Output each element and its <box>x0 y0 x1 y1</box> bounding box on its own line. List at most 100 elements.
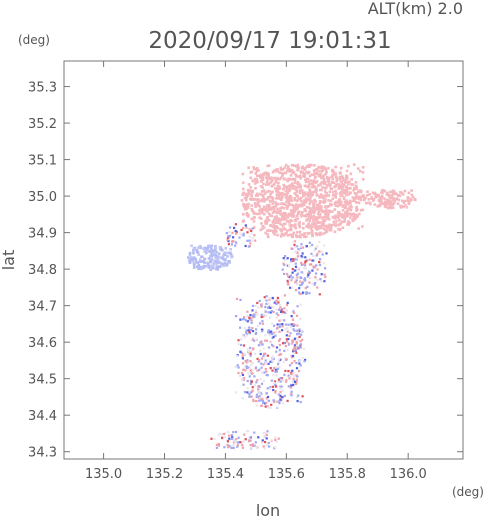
echo-cell <box>380 196 383 199</box>
echo-cell <box>276 177 279 181</box>
echo-cell <box>338 176 342 179</box>
echo-cell <box>292 377 295 380</box>
echo-cell <box>264 334 267 337</box>
echo-cell <box>231 435 234 438</box>
echo-cell <box>241 373 244 376</box>
echo-cell <box>321 220 325 223</box>
echo-cell <box>318 262 321 265</box>
echo-cell <box>308 197 312 201</box>
echo-cell <box>280 218 284 221</box>
echo-cell <box>305 291 308 294</box>
echo-cell <box>345 190 349 194</box>
echo-cell <box>225 232 228 235</box>
echo-cell <box>223 259 227 262</box>
echo-cell <box>391 196 395 200</box>
echo-cell <box>324 267 327 270</box>
echo-cell <box>255 381 258 384</box>
echo-cell <box>249 436 252 439</box>
echo-cell <box>285 200 288 203</box>
echo-cell <box>188 251 192 255</box>
echo-cell <box>330 223 333 227</box>
echo-cell <box>261 330 264 333</box>
echo-cell <box>217 433 220 437</box>
echo-cell <box>248 375 251 378</box>
echo-cell <box>226 443 229 446</box>
y-tick-label: 34.6 <box>28 336 57 351</box>
echo-cell <box>198 260 202 264</box>
echo-cell <box>273 218 276 221</box>
echo-cell <box>289 226 293 229</box>
echo-cell <box>250 380 253 383</box>
echo-cell <box>272 169 276 172</box>
echo-cell <box>261 225 264 228</box>
echo-cell <box>264 359 267 362</box>
echo-cell <box>275 302 278 306</box>
x-unit-label: (deg) <box>452 485 484 499</box>
echo-cell <box>270 180 274 183</box>
echo-cell <box>351 196 355 199</box>
echo-cell <box>343 180 347 184</box>
echo-cell <box>277 185 281 188</box>
echo-cell <box>379 201 383 204</box>
echo-cell <box>285 303 289 307</box>
echo-cell <box>319 280 322 283</box>
echo-cell <box>242 440 245 443</box>
echo-cell <box>290 219 293 223</box>
echo-cell <box>295 235 298 239</box>
echo-cell <box>241 397 244 400</box>
echo-cell <box>316 184 320 187</box>
echo-cell <box>210 247 213 251</box>
echo-cell <box>288 188 292 191</box>
echo-cell <box>320 170 324 173</box>
echo-cell <box>304 215 308 218</box>
echo-cell <box>286 399 289 402</box>
echo-cell <box>277 202 280 206</box>
echo-cell <box>286 205 290 208</box>
echo-cell <box>237 366 240 369</box>
echo-cell <box>256 200 260 203</box>
echo-cell <box>278 308 281 311</box>
echo-cell <box>290 260 293 263</box>
echo-cell <box>262 379 265 383</box>
x-axis-title: lon <box>256 501 280 520</box>
echo-cell <box>260 366 263 369</box>
echo-cell <box>251 389 254 392</box>
echo-cell <box>282 206 286 210</box>
echo-cell <box>254 194 258 197</box>
echo-cell <box>303 174 307 178</box>
echo-cell <box>298 362 301 365</box>
echo-cell <box>260 193 264 197</box>
echo-cell <box>315 193 319 196</box>
echo-cell <box>348 180 351 183</box>
echo-cell <box>265 302 268 305</box>
echo-cell <box>317 174 321 178</box>
echo-cell <box>342 197 346 200</box>
echo-cell <box>298 221 301 224</box>
echo-cell <box>236 441 239 444</box>
echo-cell <box>318 240 321 244</box>
echo-cell <box>362 178 365 181</box>
echo-cell <box>271 356 274 359</box>
echo-cell <box>293 337 297 340</box>
echo-cell <box>296 257 299 260</box>
echo-cell <box>294 223 297 226</box>
echo-cell <box>223 436 226 439</box>
echo-cell <box>271 322 274 325</box>
echo-cell <box>283 319 286 322</box>
echo-cell <box>286 167 290 170</box>
echo-cell <box>284 232 287 235</box>
echo-cell <box>249 360 252 363</box>
echo-cell <box>274 438 277 441</box>
echo-cell <box>356 208 359 211</box>
echo-cell <box>202 264 206 268</box>
echo-cell <box>389 206 393 210</box>
echo-cell <box>337 210 340 214</box>
echo-cell <box>228 445 231 448</box>
echo-cell <box>256 203 260 207</box>
echo-cell <box>250 207 254 211</box>
echo-cell <box>333 185 337 188</box>
echo-cell <box>296 276 299 279</box>
echo-cell <box>220 247 223 251</box>
echo-cell <box>300 213 303 216</box>
echo-cell <box>310 252 313 255</box>
